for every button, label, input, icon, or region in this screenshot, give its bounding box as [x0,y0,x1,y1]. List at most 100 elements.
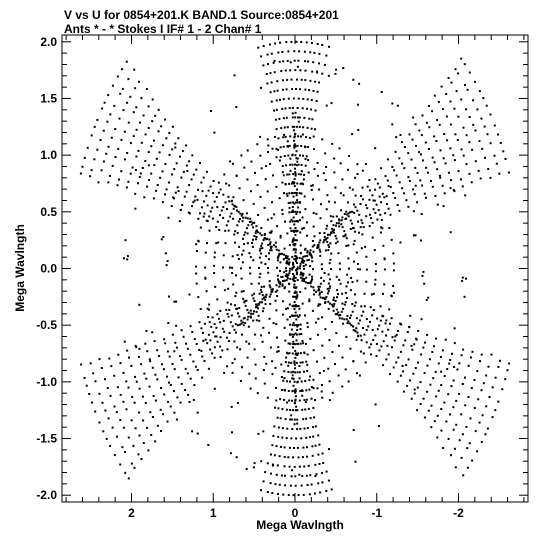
uv-point [286,255,289,258]
uv-point [489,113,492,116]
uv-point [397,329,399,332]
uv-point [122,109,125,112]
uv-point [294,239,297,242]
uv-point [300,437,303,440]
uv-point [371,194,374,197]
uv-point [207,367,210,370]
uv-point [284,361,287,364]
uv-point [245,212,248,215]
uv-point [303,370,305,373]
uv-point [275,156,278,159]
uv-point [288,465,291,468]
uv-point [285,437,288,440]
uv-point [117,353,120,356]
uv-point [392,291,395,294]
uv-point [270,230,273,233]
uv-point [230,314,233,317]
uv-point [295,318,298,321]
uv-point [416,409,419,412]
uv-point [266,491,269,493]
uv-point [357,129,360,132]
uv-point [422,270,425,273]
uv-point [145,329,148,332]
uv-point [392,284,395,287]
uv-point [144,160,147,162]
uv-point [293,363,296,366]
uv-point [304,401,307,404]
uv-point [322,241,325,244]
uv-point [107,417,110,420]
uv-point [294,343,296,346]
uv-point [162,368,165,371]
uv-point [171,363,174,365]
uv-point [226,301,229,304]
uv-point [433,345,435,348]
uv-point [216,340,219,343]
y-tick-label: 0.5 [40,205,57,219]
uv-point [110,365,113,368]
uv-point [151,331,154,334]
uv-point [326,224,329,227]
uv-point [309,436,311,439]
uv-point [297,59,300,62]
uv-point [297,456,300,459]
uv-point [263,285,266,288]
uv-point [455,399,458,402]
uv-point [246,232,249,235]
uv-point [334,72,337,75]
uv-point [316,161,319,164]
uv-point [272,322,275,325]
uv-point [271,147,274,150]
uv-point [291,125,294,128]
uv-point [478,90,481,93]
uv-point [161,144,164,147]
uv-point [145,88,148,90]
uv-point [281,275,284,278]
uv-point [192,173,195,176]
uv-point [134,427,137,430]
uv-point [347,212,350,215]
uv-point [329,278,332,281]
uv-point [356,173,359,175]
uv-point [167,322,170,324]
uv-point [295,305,298,308]
uv-point [124,451,126,453]
uv-point [345,318,348,321]
uv-point [381,192,384,195]
uv-point [312,286,315,289]
uv-point [365,280,368,283]
uv-point [118,117,121,120]
uv-point [339,268,341,271]
uv-point [99,139,102,141]
uv-point [295,40,298,43]
uv-point [299,361,302,364]
uv-point [447,77,450,79]
uv-point [461,276,464,279]
uv-point [149,360,152,363]
uv-point [310,99,313,102]
uv-point [277,278,279,281]
uv-point [291,324,294,327]
uv-point [283,155,286,157]
uv-point [174,146,177,149]
uv-point [426,333,429,336]
uv-point [327,282,330,285]
uv-point [246,149,249,152]
uv-point [295,239,298,242]
uv-point [346,322,349,325]
uv-point [498,172,501,175]
uv-point [299,265,302,268]
uv-point [213,387,216,390]
uv-point [293,136,296,139]
uv-point [287,494,290,496]
uv-point [306,98,309,101]
uv-point [266,190,269,193]
uv-point [294,390,297,393]
uv-point [289,135,292,138]
uv-point [267,144,270,147]
uv-point [181,150,184,153]
uv-point [277,148,280,151]
uv-point [361,222,364,225]
uv-point [276,256,279,259]
uv-point [207,444,210,446]
